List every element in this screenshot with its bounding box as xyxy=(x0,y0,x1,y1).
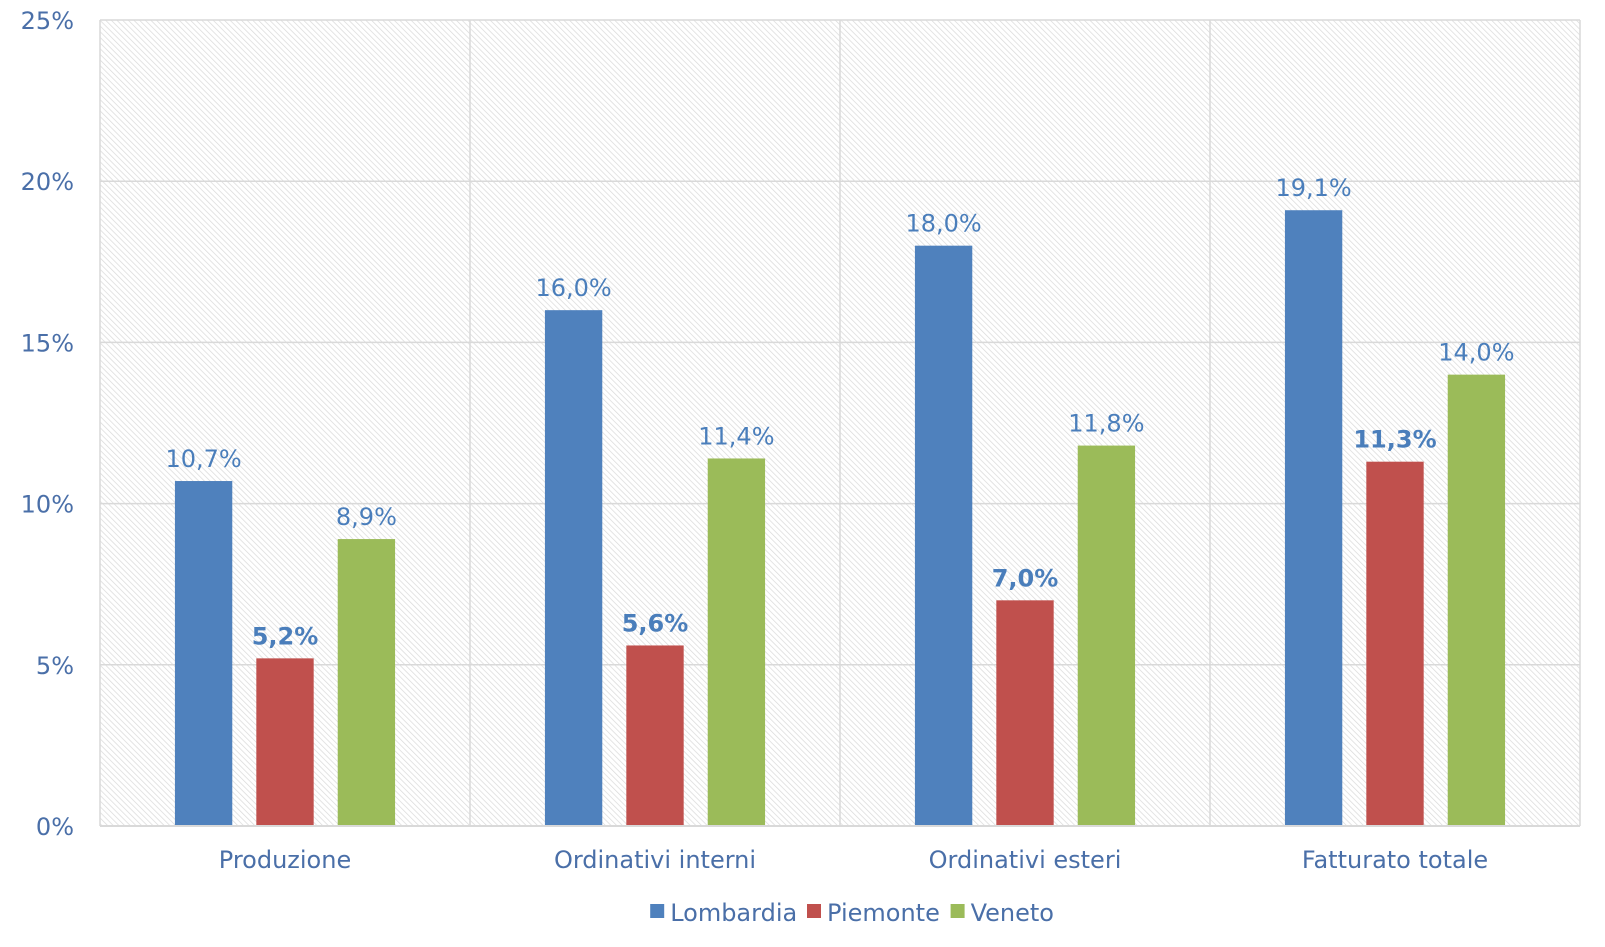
data-label: 19,1% xyxy=(1275,174,1351,202)
bar-veneto xyxy=(1077,445,1136,826)
bar-lombardia xyxy=(174,481,233,826)
legend-label: Lombardia xyxy=(670,899,797,927)
data-label: 11,8% xyxy=(1068,410,1144,438)
legend-label: Veneto xyxy=(971,899,1054,927)
bar-piemonte xyxy=(996,600,1054,826)
legend-item-lombardia: Lombardia xyxy=(650,899,797,927)
y-tick-label: 15% xyxy=(21,329,74,357)
data-label: 16,0% xyxy=(535,274,611,302)
legend-item-piemonte: Piemonte xyxy=(807,899,940,927)
bar-veneto xyxy=(707,458,766,826)
data-label: 14,0% xyxy=(1438,339,1514,367)
x-tick-label: Produzione xyxy=(219,846,351,874)
bar-veneto xyxy=(1447,374,1506,826)
x-tick-label: Fatturato totale xyxy=(1302,846,1488,874)
y-axis: 0% 5% 10% 15% 20% 25% xyxy=(21,7,74,841)
data-label: 11,4% xyxy=(698,422,774,450)
data-label: 11,3% xyxy=(1353,426,1436,454)
x-tick-label: Ordinativi interni xyxy=(554,846,756,874)
bar-piemonte xyxy=(256,658,314,826)
data-label: 8,9% xyxy=(336,503,397,531)
y-tick-label: 5% xyxy=(36,652,74,680)
y-tick-label: 20% xyxy=(21,168,74,196)
legend-item-veneto: Veneto xyxy=(950,899,1054,927)
data-label: 18,0% xyxy=(905,210,981,238)
bar-lombardia xyxy=(914,245,973,826)
bar-lombardia xyxy=(1284,210,1343,826)
data-label: 7,0% xyxy=(992,564,1059,592)
legend: Lombardia Piemonte Veneto xyxy=(650,899,1054,927)
data-label: 10,7% xyxy=(165,445,241,473)
data-label: 5,6% xyxy=(622,609,689,637)
y-tick-label: 0% xyxy=(36,813,74,841)
legend-label: Piemonte xyxy=(827,899,940,927)
x-axis: Produzione Ordinativi interni Ordinativi e… xyxy=(100,825,1580,874)
bar-piemonte xyxy=(626,645,684,826)
bar-piemonte xyxy=(1366,461,1424,826)
bars xyxy=(174,210,1506,826)
x-tick-label: Ordinativi esteri xyxy=(929,846,1122,874)
legend-swatch xyxy=(650,904,665,918)
y-tick-label: 10% xyxy=(21,491,74,519)
data-label: 5,2% xyxy=(252,622,319,650)
bar-lombardia xyxy=(544,310,603,826)
data-labels: 10,7% 5,2% 8,9% 16,0% 5,6% 11,4% 18,0% 7,0% 11,8… xyxy=(165,174,1514,650)
legend-swatch xyxy=(807,904,821,918)
legend-swatch xyxy=(950,904,965,918)
y-tick-label: 25% xyxy=(21,7,74,35)
bar-veneto xyxy=(337,539,396,826)
